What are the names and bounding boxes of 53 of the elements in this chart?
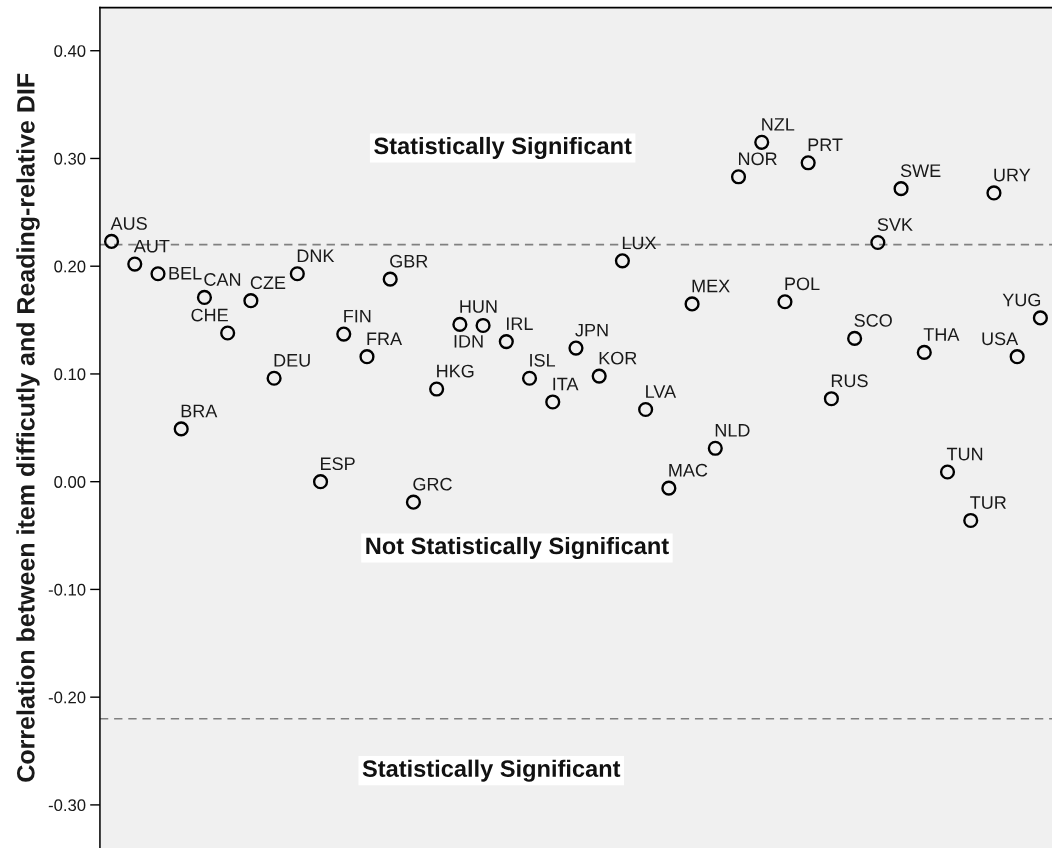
data-label: GRC <box>413 477 452 491</box>
data-label: RUS <box>831 374 868 388</box>
data-label: GBR <box>390 254 428 268</box>
data-label: MEX <box>692 279 730 293</box>
y-tick-label: -0.20 <box>48 691 86 704</box>
data-label: TUN <box>946 447 983 461</box>
y-axis-title: Correlation between item difficutly and Reading-relative DIF <box>16 73 40 782</box>
data-label: CHE <box>191 308 228 322</box>
data-label: KOR <box>599 351 637 365</box>
annotation: Statistically Significant <box>374 136 632 160</box>
data-label: BRA <box>181 404 218 418</box>
data-label: SCO <box>854 314 892 327</box>
y-tick-label: -0.30 <box>48 799 86 812</box>
data-label: CAN <box>204 273 241 286</box>
data-label: ITA <box>553 377 579 391</box>
data-label: TUR <box>970 496 1006 509</box>
data-label: AUT <box>133 239 170 253</box>
data-label: SWE <box>900 164 941 178</box>
y-tick-label: 0.00 <box>54 476 86 488</box>
data-label: YUG <box>1002 293 1041 307</box>
data-label: HUN <box>460 300 497 313</box>
data-label: AUS <box>110 217 147 230</box>
data-label: FRA <box>367 332 403 345</box>
data-label: CZE <box>250 276 286 290</box>
y-tick-label: 0.10 <box>54 368 86 381</box>
data-label: NLD <box>715 424 750 437</box>
y-tick-label: 0.20 <box>54 260 86 273</box>
annotation: Statistically Significant <box>362 759 621 782</box>
data-label: FIN <box>344 309 371 323</box>
y-tick-label: 0.30 <box>54 152 86 165</box>
y-tick-label: -0.10 <box>48 583 86 596</box>
data-label: POL <box>785 277 820 291</box>
data-label: IRL <box>506 317 533 330</box>
data-label: USA <box>982 332 1019 346</box>
data-label: HKG <box>437 364 474 378</box>
data-label: ISL <box>530 353 556 367</box>
data-label: LVA <box>646 385 677 398</box>
data-label: NZL <box>762 118 795 131</box>
data-label: PRT <box>808 138 843 152</box>
data-label: DNK <box>297 249 335 262</box>
data-label: IDN <box>454 335 483 348</box>
data-label: MAC <box>669 463 708 477</box>
data-label: NOR <box>739 152 777 166</box>
data-label: JPN <box>575 323 608 337</box>
data-label: DEU <box>274 354 310 367</box>
data-label: ESP <box>321 457 355 471</box>
data-label: THA <box>923 328 960 341</box>
data-label: BEL <box>169 267 202 280</box>
y-tick-label: 0.40 <box>54 45 86 57</box>
annotation: Not Statistically Significant <box>366 536 669 560</box>
data-label: LUX <box>622 236 657 250</box>
data-label: URY <box>994 168 1031 182</box>
data-label: SVK <box>877 218 913 231</box>
